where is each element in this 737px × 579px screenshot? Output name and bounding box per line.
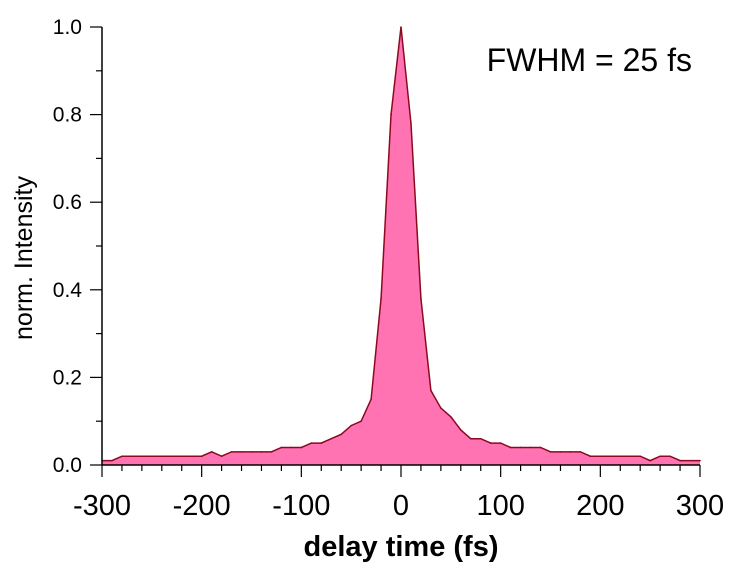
data-point bbox=[270, 451, 273, 453]
data-point bbox=[609, 455, 612, 458]
data-point bbox=[250, 451, 253, 453]
data-point bbox=[230, 451, 233, 453]
data-point bbox=[200, 455, 203, 458]
data-point bbox=[330, 437, 333, 440]
data-point bbox=[390, 113, 392, 116]
data-point bbox=[210, 451, 213, 453]
data-point bbox=[579, 451, 582, 453]
data-point bbox=[639, 455, 641, 458]
data-point bbox=[599, 455, 602, 458]
data-point bbox=[161, 455, 163, 458]
data-point bbox=[519, 446, 522, 449]
data-point bbox=[410, 122, 412, 125]
data-point bbox=[440, 407, 442, 409]
data-point bbox=[499, 442, 502, 444]
data-point bbox=[589, 455, 592, 458]
data-point bbox=[180, 455, 183, 458]
data-point bbox=[121, 455, 123, 458]
data-point bbox=[559, 451, 562, 453]
data-point bbox=[460, 429, 462, 431]
data-point bbox=[280, 446, 283, 449]
data-point bbox=[659, 455, 661, 458]
data-point bbox=[669, 455, 671, 458]
data-point bbox=[260, 451, 263, 453]
data-point bbox=[619, 455, 622, 458]
x-tick-label: 300 bbox=[676, 490, 724, 522]
data-point bbox=[430, 389, 432, 392]
data-point bbox=[350, 424, 352, 427]
x-tick-label: 100 bbox=[476, 490, 524, 522]
data-point bbox=[529, 446, 532, 449]
data-point bbox=[539, 446, 542, 449]
y-tick-label: 0.6 bbox=[53, 191, 82, 214]
x-axis-label: delay time (fs) bbox=[304, 531, 499, 563]
data-point bbox=[629, 455, 632, 458]
data-point bbox=[240, 451, 243, 453]
data-point bbox=[131, 455, 133, 458]
data-point bbox=[290, 446, 293, 449]
data-point bbox=[340, 433, 343, 436]
labels: norm. Intensity delay time (fs) FWHM = 2… bbox=[10, 42, 692, 563]
x-tick-label: 200 bbox=[576, 490, 624, 522]
data-point bbox=[310, 442, 313, 444]
x-tick-label: 0 bbox=[393, 490, 409, 522]
data-point bbox=[170, 455, 173, 458]
x-tick-label: -100 bbox=[272, 490, 330, 522]
data-point bbox=[549, 451, 552, 453]
data-point bbox=[489, 442, 492, 444]
y-tick-label: 0.0 bbox=[53, 454, 82, 477]
data-point bbox=[320, 442, 323, 444]
data-point bbox=[141, 455, 143, 458]
area-fill bbox=[102, 27, 700, 465]
data-point bbox=[479, 437, 482, 440]
data-point bbox=[699, 459, 701, 462]
data-point bbox=[469, 437, 472, 440]
data-point bbox=[360, 420, 362, 423]
fwhm-annotation: FWHM = 25 fs bbox=[487, 42, 692, 78]
data-point bbox=[370, 398, 372, 401]
data-point bbox=[679, 459, 681, 462]
data-point bbox=[649, 459, 651, 462]
data-point bbox=[450, 416, 452, 418]
y-axis-label: norm. Intensity bbox=[10, 176, 38, 340]
data-point bbox=[111, 459, 113, 462]
data-point bbox=[220, 455, 223, 458]
data-point bbox=[420, 297, 422, 300]
x-tick-label: -200 bbox=[173, 490, 231, 522]
axes: 0.0 0.2 0.4 0.6 0.8 1.0 -300 -200 -100 0 100 200 300 bbox=[53, 16, 724, 522]
data-point bbox=[569, 451, 572, 453]
data-point bbox=[151, 455, 153, 458]
y-tick-label: 0.2 bbox=[53, 366, 82, 389]
y-tick-label: 0.4 bbox=[53, 279, 83, 302]
x-tick-label: -300 bbox=[73, 490, 131, 522]
data-point bbox=[400, 26, 402, 28]
y-tick-label: 0.8 bbox=[53, 104, 82, 127]
plot-area bbox=[101, 26, 701, 465]
y-tick-label: 1.0 bbox=[53, 16, 82, 39]
data-point bbox=[300, 446, 303, 449]
data-point bbox=[190, 455, 193, 458]
data-point bbox=[380, 297, 382, 300]
data-point bbox=[509, 446, 512, 449]
data-point bbox=[689, 459, 691, 462]
